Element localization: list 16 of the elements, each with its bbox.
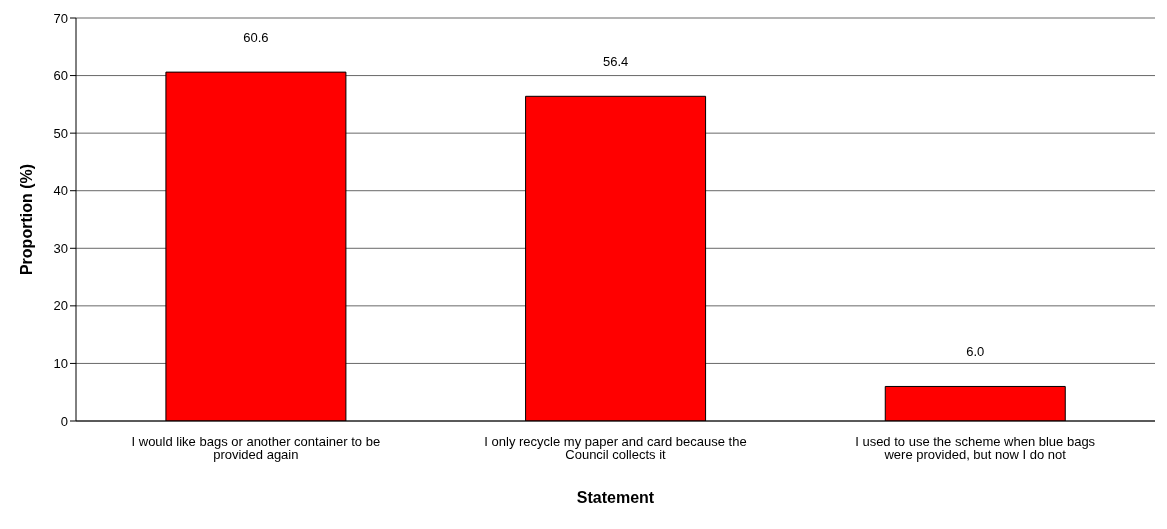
x-tick-label: I would like bags or another container to be provided again bbox=[131, 434, 381, 463]
y-tick-label: 70 bbox=[53, 10, 68, 26]
y-tick-label: 10 bbox=[53, 356, 68, 372]
data-label: 60.6 bbox=[243, 30, 269, 46]
y-axis-title: Proportion (%) bbox=[17, 163, 35, 276]
y-tick-label: 0 bbox=[60, 413, 68, 429]
y-tick-label: 30 bbox=[53, 240, 68, 256]
x-tick-label: I used to use the scheme when blue bags were provided, but now I do not bbox=[855, 434, 1096, 463]
data-label: 6.0 bbox=[966, 344, 985, 360]
y-tick-label: 20 bbox=[53, 298, 68, 314]
x-tick-label: I only recycle my paper and card because the Council collects it bbox=[484, 434, 747, 463]
x-axis-title: Statement bbox=[576, 489, 655, 506]
data-label: 56.4 bbox=[602, 54, 629, 70]
y-tick-label: 50 bbox=[53, 125, 68, 141]
y-tick-label: 40 bbox=[53, 183, 68, 199]
y-tick-label: 60 bbox=[53, 68, 68, 84]
